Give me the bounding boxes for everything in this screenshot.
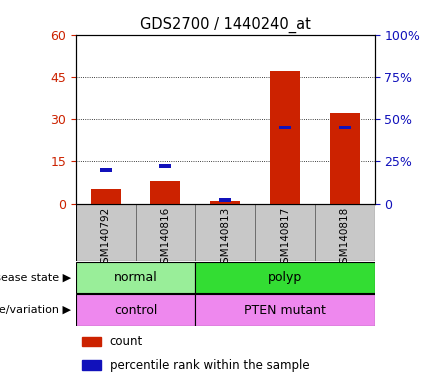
Bar: [151, 181, 181, 204]
Bar: [210, 201, 240, 204]
Text: control: control: [114, 304, 157, 316]
Bar: [255, 204, 315, 261]
Bar: [330, 113, 360, 204]
Bar: [195, 204, 255, 261]
Bar: [82, 337, 100, 346]
Bar: [339, 126, 351, 129]
Text: disease state ▶: disease state ▶: [0, 272, 71, 283]
Bar: [76, 262, 195, 293]
Bar: [82, 360, 100, 370]
Text: GSM140817: GSM140817: [280, 207, 290, 270]
Bar: [76, 204, 136, 261]
Text: GSM140818: GSM140818: [339, 207, 350, 270]
Text: percentile rank within the sample: percentile rank within the sample: [110, 359, 309, 372]
Title: GDS2700 / 1440240_at: GDS2700 / 1440240_at: [140, 17, 310, 33]
Bar: [136, 204, 195, 261]
Bar: [315, 204, 375, 261]
Bar: [195, 262, 375, 293]
Bar: [279, 126, 291, 129]
Bar: [100, 168, 112, 172]
Text: GSM140813: GSM140813: [220, 207, 230, 270]
Text: count: count: [110, 335, 143, 348]
Text: genotype/variation ▶: genotype/variation ▶: [0, 305, 71, 315]
Text: GSM140816: GSM140816: [160, 207, 171, 270]
Bar: [270, 71, 300, 204]
Bar: [76, 295, 195, 326]
Text: PTEN mutant: PTEN mutant: [244, 304, 326, 316]
Text: polyp: polyp: [268, 271, 302, 284]
Text: GSM140792: GSM140792: [100, 207, 111, 270]
Bar: [219, 198, 231, 202]
Bar: [195, 295, 375, 326]
Bar: [159, 164, 171, 168]
Text: normal: normal: [113, 271, 158, 284]
Bar: [91, 189, 120, 204]
